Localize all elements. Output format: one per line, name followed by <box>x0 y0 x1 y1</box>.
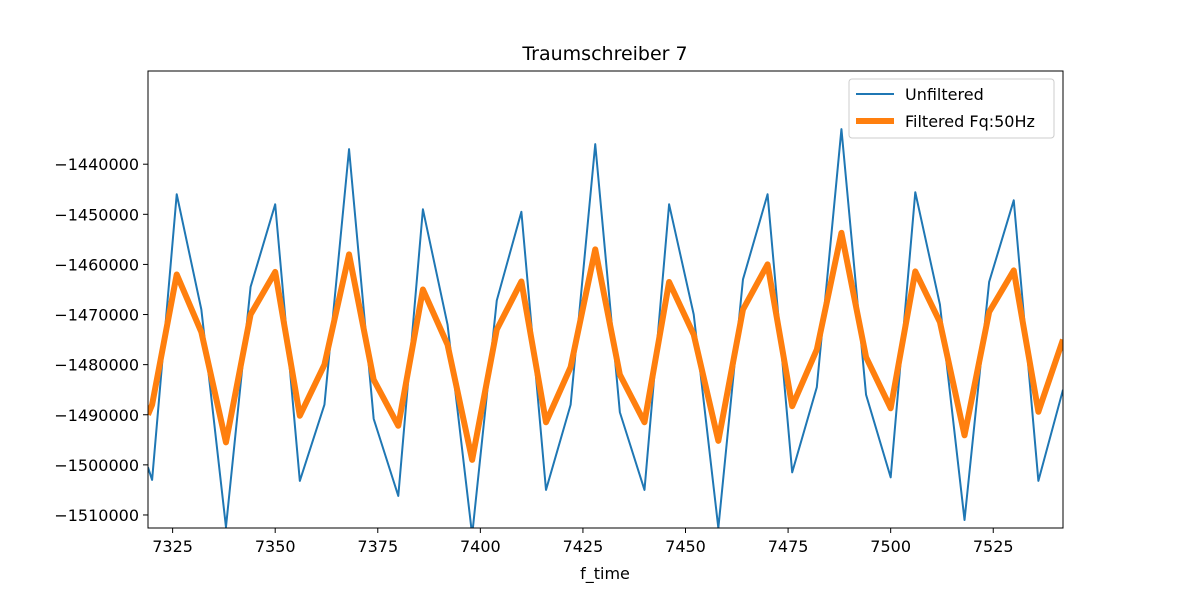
x-axis-ticks: 7325 7350 7375 7400 7425 7450 7475 7500 7525 <box>152 528 1014 556</box>
x-tick-label: 7450 <box>665 537 706 556</box>
x-tick-label: 7375 <box>357 537 398 556</box>
y-tick-label: −1490000 <box>54 406 139 425</box>
y-tick-label: −1500000 <box>54 456 139 475</box>
chart-title: Traumschreiber 7 <box>521 43 687 65</box>
x-tick-label: 7500 <box>870 537 911 556</box>
series-line-filtered <box>148 229 1063 463</box>
series-layer <box>148 128 1063 528</box>
x-tick-label: 7350 <box>255 537 296 556</box>
legend-label-unfiltered: Unfiltered <box>905 85 984 104</box>
x-tick-label: 7400 <box>460 537 501 556</box>
x-axis-label: f_time <box>580 564 630 584</box>
series-line-unfiltered <box>148 128 1063 528</box>
y-tick-label: −1440000 <box>54 155 139 174</box>
y-tick-label: −1480000 <box>54 356 139 375</box>
x-tick-label: 7525 <box>973 537 1014 556</box>
y-tick-label: −1460000 <box>54 255 139 274</box>
x-tick-label: 7325 <box>152 537 193 556</box>
legend-label-filtered: Filtered Fq:50Hz <box>905 112 1035 131</box>
y-tick-label: −1510000 <box>54 506 139 525</box>
legend: Unfiltered Filtered Fq:50Hz <box>848 78 1055 139</box>
y-tick-label: −1450000 <box>54 205 139 224</box>
x-tick-label: 7425 <box>563 537 604 556</box>
legend-box <box>848 78 1055 139</box>
plot-frame <box>147 70 1064 529</box>
x-tick-label: 7475 <box>768 537 809 556</box>
y-tick-label: −1470000 <box>54 306 139 325</box>
y-axis-ticks: −1440000 −1450000 −1460000 −1470000 −1480000… <box>54 155 148 525</box>
